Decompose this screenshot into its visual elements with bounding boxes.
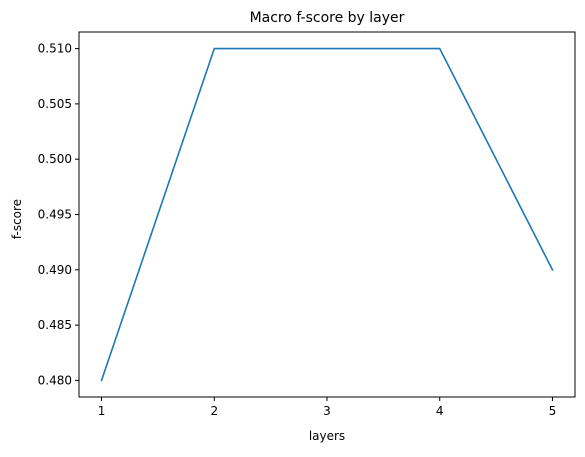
y-axis: 0.480 0.485 0.490 0.495 0.500 0.505 0.510 (38, 42, 79, 387)
x-tick-label: 2 (210, 404, 218, 418)
y-tick-label: 0.505 (38, 97, 72, 111)
x-tick-label: 3 (323, 404, 331, 418)
series-layer (100, 47, 554, 382)
y-tick-label: 0.510 (38, 42, 72, 56)
chart-title: Macro f-score by layer (250, 10, 405, 26)
series-line (100, 47, 554, 382)
y-tick-label: 0.490 (38, 263, 72, 277)
x-tick-label: 4 (436, 404, 444, 418)
x-axis-label: layers (309, 429, 345, 443)
x-tick-label: 1 (98, 404, 106, 418)
y-axis-label: f-score (10, 199, 24, 239)
x-axis: 1 2 3 4 5 (98, 397, 557, 418)
y-tick-label: 0.480 (38, 373, 72, 387)
y-tick-label: 0.485 (38, 318, 72, 332)
y-tick-label: 0.500 (38, 152, 72, 166)
y-tick-label: 0.495 (38, 208, 72, 222)
x-tick-label: 5 (549, 404, 557, 418)
